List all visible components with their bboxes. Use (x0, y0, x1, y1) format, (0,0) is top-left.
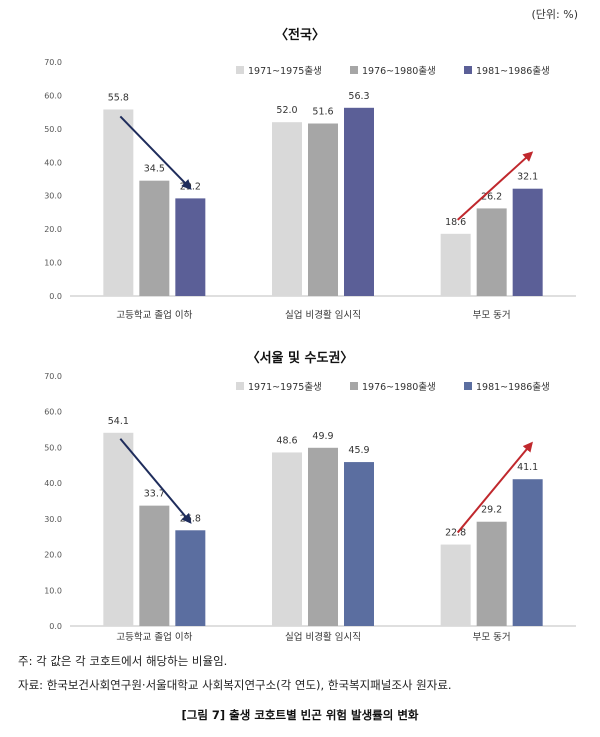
y-tick-label: 10.0 (44, 259, 62, 268)
bar-1-2 (272, 452, 302, 626)
data-label: 29.2 (180, 181, 201, 192)
bar-3-1 (175, 530, 206, 626)
y-tick-label: 20.0 (44, 551, 62, 560)
data-label: 18.6 (445, 217, 466, 228)
category-label: 실업 비경활 임시직 (285, 631, 361, 643)
legend-swatch (236, 66, 244, 74)
data-label: 26.2 (481, 191, 502, 202)
data-label: 33.7 (144, 489, 165, 500)
data-label: 55.8 (108, 92, 129, 103)
data-label: 56.3 (348, 91, 369, 102)
chart-seoul: 0.0 10.0 20.0 30.0 40.0 50.0 60.0 70.0 54.1 48.6 2… (44, 372, 576, 643)
source-text: 자료: 한국보건사회연구원·서울대학교 사회복지연구소(각 연도), 한국복지패… (18, 678, 452, 692)
legend-swatch (464, 66, 472, 74)
trend-arrow-down (119, 115, 192, 190)
chart-panel-national: 0.0 10.0 20.0 30.0 40.0 50.0 60.0 70.0 55.8 52.0 1… (14, 44, 586, 334)
category-label: 부모 동거 (473, 632, 511, 643)
legend-label: 1971~1975출생 (248, 382, 322, 393)
category-label: 실업 비경활 임시직 (285, 309, 361, 321)
y-tick-label: 0.0 (49, 292, 62, 301)
bar-3-3 (512, 479, 543, 626)
legend-swatch (464, 382, 472, 390)
bar-2-1 (139, 180, 170, 296)
trend-arrow-up (456, 151, 534, 221)
y-tick-label: 20.0 (44, 225, 62, 234)
trend-arrow-up (456, 441, 533, 534)
data-label: 22.8 (445, 528, 466, 539)
legend-label: 1971~1975출생 (248, 66, 322, 77)
unit-label: (단위: %) (531, 8, 578, 21)
y-tick-label: 60.0 (44, 408, 62, 417)
data-label: 32.1 (517, 172, 538, 183)
legend-label: 1976~1980출생 (362, 382, 436, 393)
data-label: 45.9 (348, 445, 369, 456)
y-tick-label: 70.0 (44, 58, 62, 67)
data-label: 49.9 (312, 431, 333, 442)
bar-3-1 (175, 198, 206, 296)
legend-label: 1981~1986출생 (476, 382, 550, 393)
bar-2-3 (476, 208, 507, 296)
chart-panel-seoul: 0.0 10.0 20.0 30.0 40.0 50.0 60.0 70.0 54.1 48.6 2… (14, 366, 586, 644)
note-text: 주: 각 값은 각 코호트에서 해당하는 비율임. (18, 654, 228, 668)
bar-1-2 (272, 122, 302, 297)
y-tick-label: 50.0 (44, 125, 62, 134)
y-tick-label: 30.0 (44, 192, 62, 201)
y-tick-label: 70.0 (44, 372, 62, 381)
trend-arrow-down (119, 438, 192, 524)
chart-title-national: 〈전국〉 (275, 28, 325, 43)
data-label: 48.6 (276, 435, 297, 446)
y-tick-label: 0.0 (49, 622, 62, 631)
y-tick-label: 40.0 (44, 479, 62, 488)
figure-caption: [그림 7] 출생 코호트별 빈곤 위험 발생률의 변화 (181, 708, 419, 722)
bar-1-3 (440, 544, 471, 626)
y-tick-label: 60.0 (44, 91, 62, 100)
data-label: 34.5 (144, 164, 165, 175)
bar-1-3 (440, 233, 471, 296)
data-label: 54.1 (108, 416, 129, 427)
category-label: 부모 동거 (473, 310, 511, 321)
category-label: 고등학교 졸업 이하 (116, 309, 192, 321)
bar-1-1 (103, 109, 134, 297)
bar-2-3 (476, 521, 507, 626)
bar-3-2 (344, 462, 374, 626)
y-tick-label: 30.0 (44, 515, 62, 524)
bar-1-1 (103, 432, 134, 626)
category-label: 고등학교 졸업 이하 (116, 631, 192, 643)
y-tick-label: 40.0 (44, 158, 62, 167)
legend-swatch (350, 382, 358, 390)
bar-3-3 (512, 188, 543, 296)
legend-swatch (236, 382, 244, 390)
bar-3-2 (344, 107, 374, 296)
y-tick-label: 50.0 (44, 443, 62, 452)
data-label: 41.1 (517, 462, 538, 473)
legend-swatch (350, 66, 358, 74)
legend-label: 1981~1986출생 (476, 66, 550, 77)
bar-2-1 (139, 505, 170, 626)
chart-national: 0.0 10.0 20.0 30.0 40.0 50.0 60.0 70.0 55.8 52.0 1… (44, 58, 576, 321)
chart-title-seoul: 〈서울 및 수도권〉 (246, 351, 354, 366)
legend-label: 1976~1980출생 (362, 66, 436, 77)
bar-2-2 (308, 447, 338, 626)
data-label: 29.2 (481, 505, 502, 516)
data-label: 52.0 (276, 105, 297, 116)
bar-2-2 (308, 123, 338, 296)
y-tick-label: 10.0 (44, 586, 62, 595)
data-label: 51.6 (312, 107, 333, 118)
